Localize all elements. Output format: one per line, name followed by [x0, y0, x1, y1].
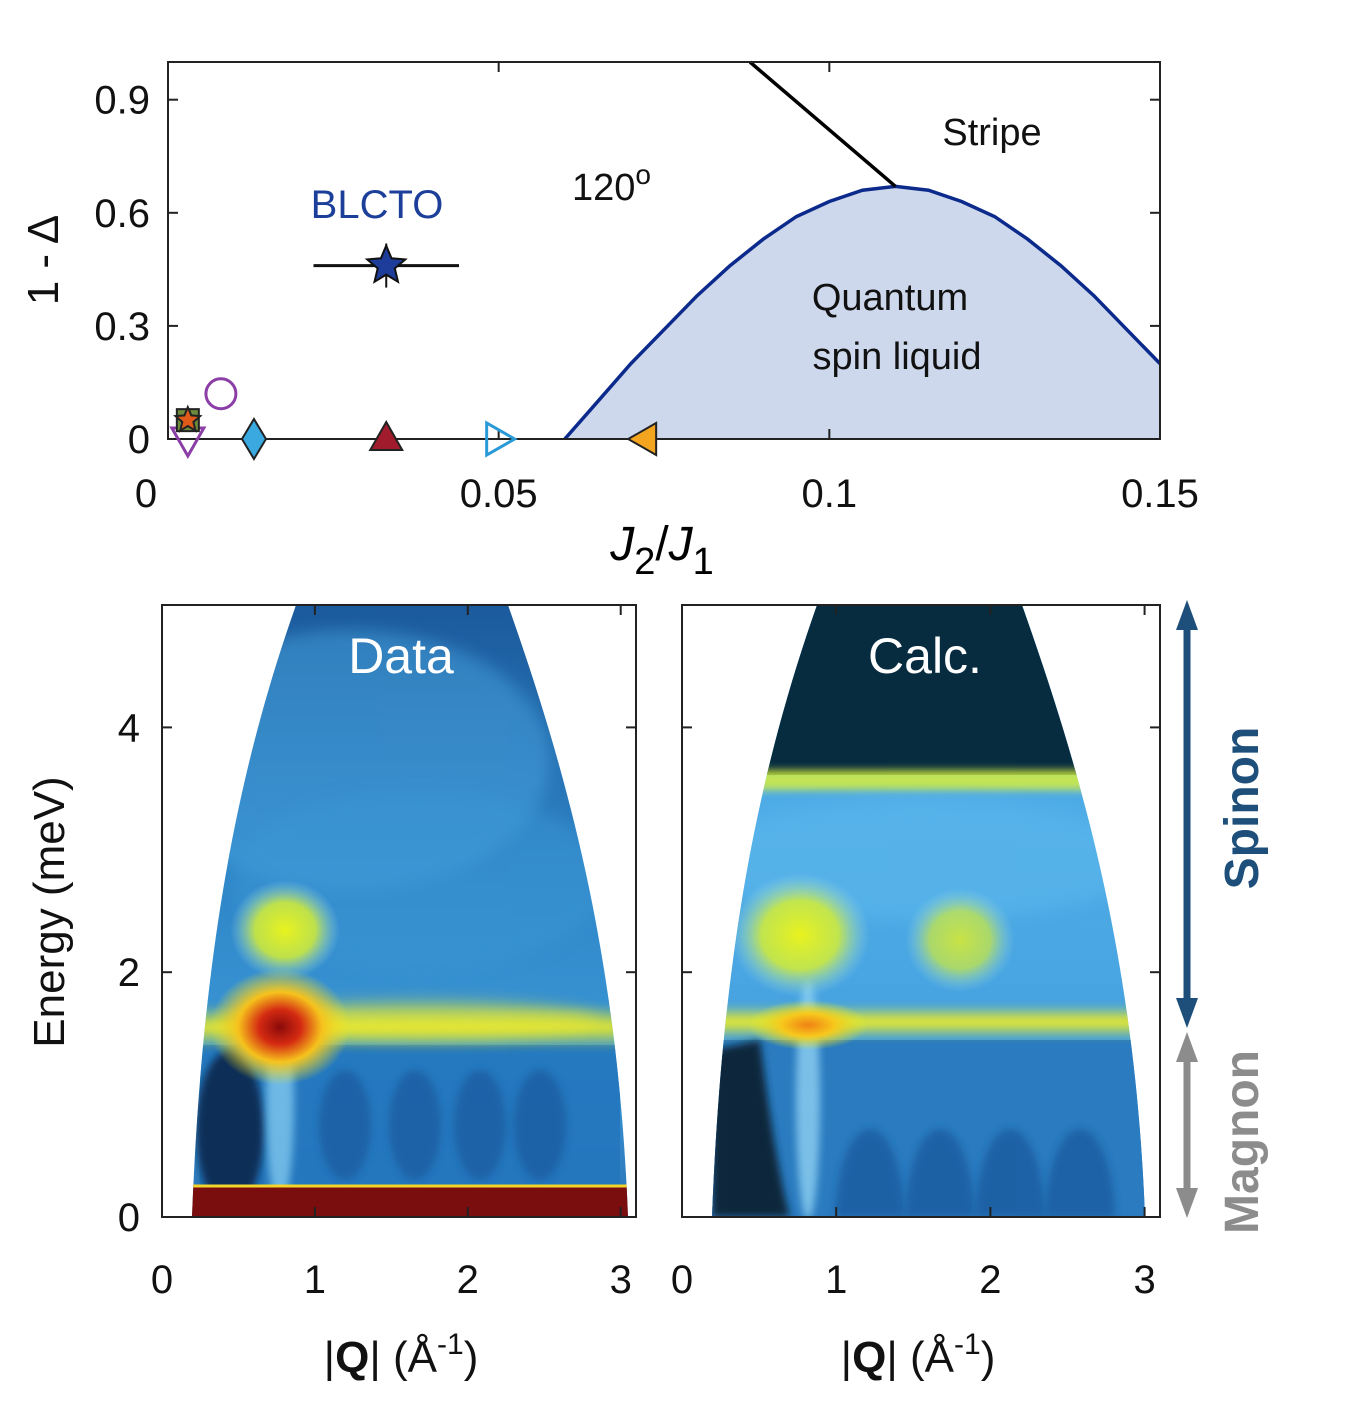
y-tick-label: 0 [128, 418, 150, 462]
q-symbol: Q [335, 1333, 369, 1382]
y-tick-label: 2 [118, 951, 140, 995]
compound-markers [169, 377, 658, 461]
data-ticks: 0 1 2 3 0 2 4 [118, 605, 636, 1302]
calc-valley [975, 1129, 1045, 1217]
q-bar-right: | [886, 1333, 897, 1382]
blcto-point [313, 243, 459, 288]
x-tick-label: 0.1 [802, 472, 858, 516]
calc-valley [835, 1129, 905, 1217]
quantum-spin-liquid-region [564, 186, 1160, 439]
spinon-label: Spinon [1216, 727, 1269, 890]
stripe-label: Stripe [942, 112, 1041, 154]
circle-marker [204, 377, 238, 411]
phase-diagram-frame [167, 61, 1161, 440]
x-axis-title-calc: |Q| (Å-1) [841, 1328, 996, 1382]
x-tick-label: 1 [825, 1258, 847, 1302]
qsl-boundary-line [563, 184, 1160, 439]
calc-heatmap-panel: Calc. 0 1 2 3 |Q| (Å-1) [671, 604, 1161, 1382]
phase-diagram-ticks: 0 0.05 0.1 0.15 0 0.3 0.6 0.9 [94, 62, 1199, 516]
qsl-label-line2: spin liquid [813, 336, 982, 378]
order-120-value: 120 [572, 167, 635, 209]
calc-dispersion-valleys [835, 1129, 1115, 1217]
degree-superscript: o [635, 159, 651, 190]
data-valley [454, 1070, 506, 1180]
calc-ticks: 0 1 2 3 [671, 605, 1160, 1302]
phase-diagram-axes [167, 61, 1161, 440]
x-tick-label: 3 [1133, 1258, 1155, 1302]
data-heatmap-panel: Data 0 1 2 3 0 2 4 Energy (meV) |Q| (Å-1) [25, 604, 637, 1382]
data-valley [319, 1070, 371, 1180]
triangle-right-marker [485, 420, 518, 458]
q-unit-close: ) [464, 1333, 479, 1382]
y-axis-title-energy: Energy (meV) [25, 776, 74, 1047]
q-unit-exponent: -1 [954, 1328, 981, 1361]
data-valley [514, 1070, 566, 1180]
y-axis-title-top: 1 - Δ [19, 215, 68, 306]
x-tick-label: 1 [304, 1258, 326, 1302]
blcto-label: BLCTO [311, 183, 444, 227]
spinon-range-arrow [1176, 600, 1198, 1028]
x-tick-label: 0.15 [1121, 472, 1199, 516]
q-bar-right: | [369, 1333, 380, 1382]
calc-valley [1045, 1129, 1115, 1217]
star-marker [173, 404, 203, 433]
x-tick-label: 2 [979, 1258, 1001, 1302]
calc-valley [905, 1129, 975, 1217]
x-tick-label: 0.05 [460, 472, 538, 516]
data-heatmap-image [192, 605, 628, 1217]
y-tick-label: 0.6 [94, 192, 150, 236]
data-axes [161, 604, 637, 1218]
x-tick-label: 0 [671, 1258, 693, 1302]
x-title-sub1: 2 [634, 541, 655, 583]
q-bar-left: | [841, 1333, 852, 1382]
q-unit: (Å [898, 1333, 955, 1382]
x-axis-title-top: J2/J1 [609, 518, 714, 583]
q-unit-exponent: -1 [437, 1328, 464, 1361]
x-tick-label: 2 [457, 1258, 479, 1302]
calc-panel-label: Calc. [868, 628, 982, 684]
q-bar-left: | [324, 1333, 335, 1382]
data-valley [389, 1070, 441, 1180]
data-dispersion-valleys [319, 1070, 566, 1180]
magnon-range-arrow [1176, 1032, 1198, 1218]
triangle-left-marker [626, 421, 658, 457]
order-120-label: 120o [572, 159, 651, 209]
heatmap-frame [681, 604, 1161, 1218]
x-tick-label: 0 [135, 472, 157, 516]
x-tick-label: 3 [610, 1258, 632, 1302]
stripe-120-boundary-line [748, 60, 897, 188]
band-annotations: Spinon Magnon [1176, 600, 1269, 1234]
x-title-sub2: 1 [693, 541, 714, 583]
x-title-slash: / [655, 518, 669, 571]
x-tick-label: 0 [151, 1258, 173, 1302]
x-title-j: J [609, 518, 635, 571]
blcto-star-marker [364, 243, 408, 284]
y-tick-label: 0 [118, 1196, 140, 1240]
q-symbol: Q [852, 1333, 886, 1382]
x-axis-title-data: |Q| (Å-1) [324, 1328, 479, 1382]
x-title-j2: J [668, 518, 694, 571]
y-tick-label: 0.3 [94, 305, 150, 349]
calc-axes [681, 604, 1161, 1218]
triangle-up-marker [368, 419, 404, 451]
magnon-label: Magnon [1216, 1050, 1269, 1234]
triangle-down-marker [169, 426, 207, 460]
y-tick-label: 4 [118, 706, 140, 750]
y-tick-label: 0.9 [94, 79, 150, 123]
diamond-marker [240, 417, 268, 461]
heatmap-frame [161, 604, 637, 1218]
phase-diagram-panel: 0 0.05 0.1 0.15 0 0.3 0.6 0.9 Stripe 120o Quant… [19, 60, 1199, 583]
data-panel-label: Data [348, 628, 454, 684]
calc-heatmap-image [712, 605, 1145, 1217]
q-unit-close: ) [981, 1333, 996, 1382]
qsl-label-line1: Quantum [812, 277, 968, 319]
q-unit: (Å [381, 1333, 438, 1382]
